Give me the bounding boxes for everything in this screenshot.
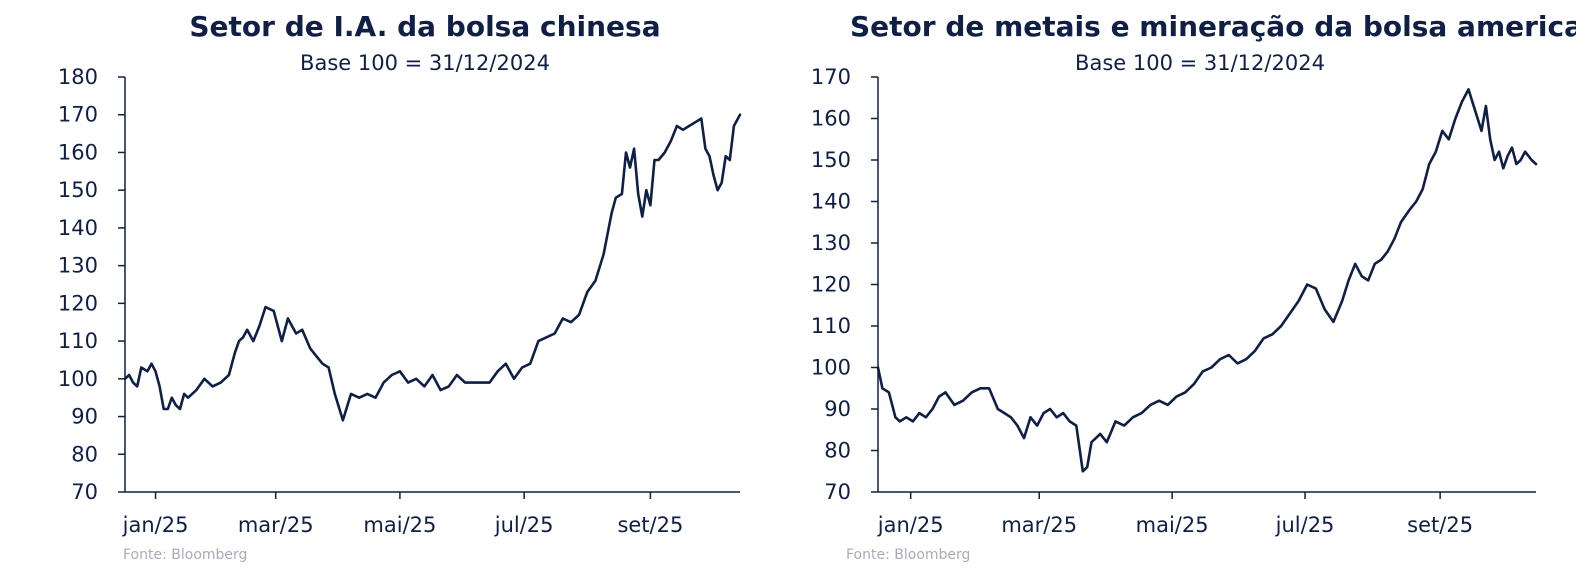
- y-tick-label: 160: [58, 140, 98, 164]
- chart-title: Setor de I.A. da bolsa chinesa: [189, 10, 661, 43]
- y-tick-label: 110: [58, 329, 98, 353]
- y-tick-label: 70: [824, 480, 851, 504]
- y-tick-label: 90: [824, 397, 851, 421]
- chart-subtitle: Base 100 = 31/12/2024: [300, 51, 550, 75]
- y-tick-label: 150: [58, 178, 98, 202]
- y-tick-label: 110: [811, 314, 851, 338]
- x-tick-label: jul/25: [1275, 513, 1335, 537]
- x-tick-label: jan/25: [122, 513, 189, 537]
- chart-title: Setor de metais e mineração da bolsa ame…: [850, 10, 1576, 43]
- x-tick-label: mar/25: [238, 513, 314, 537]
- x-tick-label: jul/25: [494, 513, 554, 537]
- chart-source: Fonte: Bloomberg: [846, 547, 971, 563]
- x-tick-label: set/25: [617, 513, 683, 537]
- y-tick-label: 100: [58, 367, 98, 391]
- y-tick-label: 70: [71, 480, 98, 504]
- y-tick-label: 90: [71, 405, 98, 429]
- line-chart-ai-china: 70 80 90 100 110 120 130 140 150 160 170 180 jan/25 m…: [58, 65, 742, 537]
- series-line: [123, 113, 742, 422]
- chart-panel-metals-us: Setor de metais e mineração da bolsa ame…: [770, 0, 1576, 582]
- x-tick-label: mai/25: [1136, 513, 1209, 537]
- y-tick-label: 130: [58, 254, 98, 278]
- line-chart-metals-us: 70 80 90 100 110 120 130 140 150 160 170 jan/25 mar/…: [811, 65, 1538, 537]
- chart-panel-ai-china: Setor de I.A. da bolsa chinesa Base 100 …: [0, 0, 770, 582]
- x-tick-label: jan/25: [877, 513, 944, 537]
- chart-subtitle: Base 100 = 31/12/2024: [1075, 51, 1325, 75]
- y-tick-label: 170: [811, 65, 851, 89]
- chart-source: Fonte: Bloomberg: [123, 547, 248, 563]
- x-tick-label: set/25: [1407, 513, 1473, 537]
- x-tick-label: mar/25: [1001, 513, 1077, 537]
- x-tick-label: mai/25: [363, 513, 436, 537]
- y-tick-label: 100: [811, 356, 851, 380]
- series-line: [876, 88, 1538, 473]
- y-tick-label: 130: [811, 231, 851, 255]
- y-tick-label: 140: [58, 216, 98, 240]
- y-tick-label: 170: [58, 103, 98, 127]
- y-tick-label: 160: [811, 107, 851, 131]
- y-tick-label: 80: [824, 439, 851, 463]
- y-tick-label: 80: [71, 442, 98, 466]
- y-tick-label: 140: [811, 190, 851, 214]
- y-tick-label: 120: [811, 273, 851, 297]
- y-tick-label: 180: [58, 65, 98, 89]
- y-tick-label: 150: [811, 148, 851, 172]
- y-tick-label: 120: [58, 291, 98, 315]
